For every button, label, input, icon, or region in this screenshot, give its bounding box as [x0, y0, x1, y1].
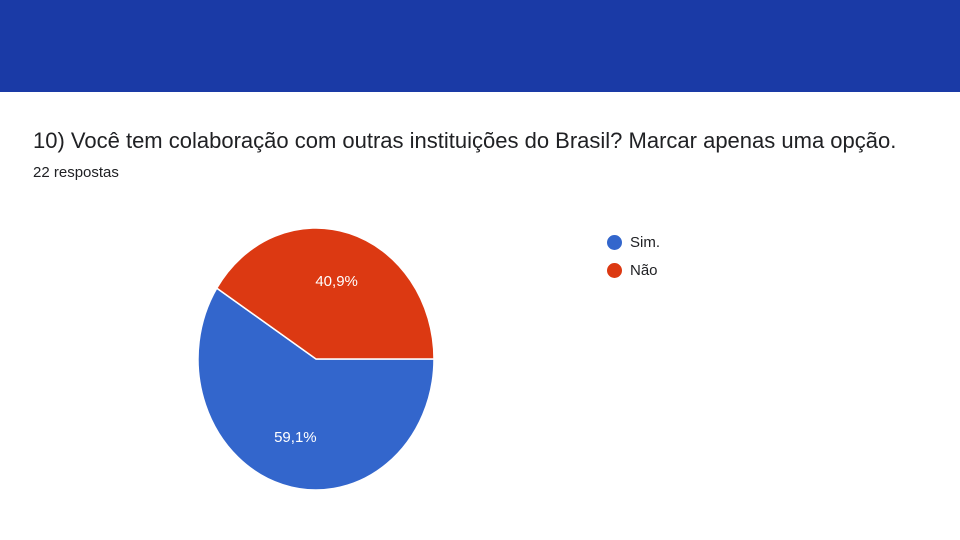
pie-slice-sim[interactable] [197, 287, 435, 491]
legend-swatch-nao [607, 262, 622, 278]
legend-item-sim[interactable]: Sim. [607, 228, 660, 256]
pie-slices [197, 227, 435, 491]
legend-swatch-sim [607, 234, 622, 250]
legend-label-nao: Não [630, 261, 658, 279]
chart-legend: Sim. Não [607, 228, 660, 284]
header-bar [0, 0, 960, 92]
legend-item-nao[interactable]: Não [607, 256, 660, 284]
slice-label-nao: 40,9% [315, 273, 358, 290]
slice-label-sim: 59,1% [274, 429, 317, 446]
pie-slice-nao[interactable] [215, 227, 435, 360]
legend-label-sim: Sim. [630, 233, 660, 251]
pie-labels: 59,1% 40,9% [274, 273, 358, 446]
question-title: 10) Você tem colaboração com outras inst… [33, 128, 897, 153]
response-count: 22 respostas [33, 164, 119, 181]
